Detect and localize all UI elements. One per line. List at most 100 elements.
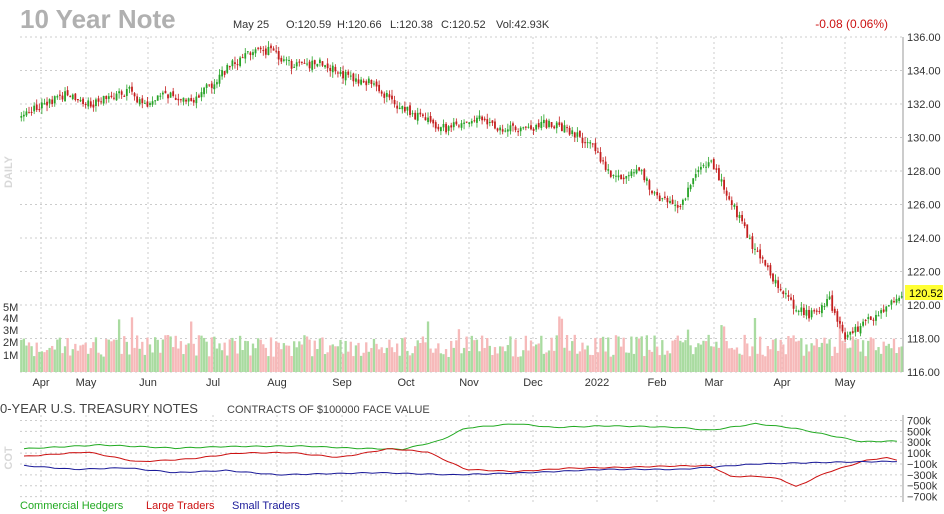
candle-body [890,300,893,305]
candle-body [241,57,244,59]
candle-body [22,114,25,117]
volume-bar [323,354,327,372]
candle-body [187,98,190,102]
candle-body [573,132,576,138]
candle-body [192,100,195,103]
volume-bar [128,354,131,372]
volume-bar [874,350,878,372]
candle-body [298,61,301,63]
volume-bar [437,343,440,372]
candle-body [401,106,404,110]
candle-body [61,95,64,100]
volume-bar [22,338,26,372]
volume-bar [571,341,574,372]
candle-body [730,200,733,205]
volume-bar [637,338,641,372]
candle-body [316,63,319,67]
volume-bar [51,345,54,372]
volume-bar [256,338,260,372]
volume-bar [653,335,656,372]
volume-bar [249,355,252,372]
candle-body [733,204,736,207]
candle-body [84,104,87,106]
volume-bar [367,351,370,372]
volume-bar [403,337,407,372]
candle-body [89,101,92,107]
volume-bar [102,356,105,372]
candle-body [648,180,651,190]
price-tick-label: 124.00 [907,233,941,245]
volume-bar [720,325,723,372]
volume-bar [553,350,556,372]
candle-body [373,83,375,85]
candle-body [615,175,617,177]
candle-body [862,321,864,326]
candle-body [79,99,82,102]
volume-bar [408,355,412,372]
volume-bar [524,335,528,372]
volume-bar [753,318,757,372]
volume-bar [542,353,546,372]
candle-body [656,192,659,196]
candle-body [625,176,628,179]
candle-body [239,57,242,66]
candle-body [761,257,764,259]
volume-bar [501,346,504,372]
time-tick-label: Jul [206,377,220,389]
cot-tick-label: 500k [907,426,931,438]
volume-bar [733,349,736,372]
volume-bar [432,352,435,372]
candle-body [432,119,435,124]
volume-bar [406,350,409,372]
candle-body [419,112,422,115]
volume-bar [166,335,170,372]
volume-bar [488,345,491,372]
candle-body [676,205,679,208]
candle-body [236,64,239,66]
candle-body [437,126,440,130]
volume-bar [141,341,144,372]
volume-bar [426,321,430,372]
volume-bar [506,345,509,372]
candle-body [362,80,365,83]
candle-body [213,84,216,90]
volume-bar [205,341,208,372]
candle-body [738,214,741,219]
candle-body [398,107,401,110]
volume-bar [117,319,121,372]
candle-body [33,105,36,112]
candle-body [445,123,447,133]
candle-body [697,170,700,173]
candle-body [179,99,182,101]
volume-bar [514,339,517,372]
volume-bar [228,339,231,372]
cot-series-line [23,448,898,487]
candle-body [123,95,126,97]
candle-body [754,248,756,250]
candle-body [589,142,592,144]
volume-bar [578,351,582,372]
volume-bar [699,344,703,372]
volume-bar [447,356,450,372]
candle-body [218,74,221,84]
volume-bar [622,337,625,372]
candle-body [504,130,507,132]
volume-bar [388,339,391,372]
volume-bar [704,341,708,372]
candle-body [821,305,823,314]
volume-bar [69,355,72,372]
volume-bar [710,346,713,372]
candle-body [185,99,187,102]
candle-body [385,93,388,97]
time-tick-label: May [835,377,856,389]
candle-body [859,326,862,334]
candle-body [875,314,877,321]
volume-bar [177,348,180,372]
candle-body [149,103,151,105]
candle-body [195,96,198,104]
volume-bar [465,336,468,372]
volume-bar [614,335,618,372]
volume-bar [625,352,628,372]
volume-bar [831,356,834,372]
volume-bar [900,346,903,372]
